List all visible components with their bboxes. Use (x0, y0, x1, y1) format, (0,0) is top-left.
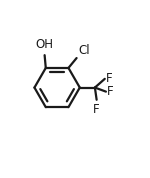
Text: F: F (93, 103, 100, 116)
Text: OH: OH (36, 38, 54, 51)
Text: F: F (107, 85, 114, 98)
Text: Cl: Cl (78, 44, 90, 57)
Text: F: F (106, 72, 113, 85)
